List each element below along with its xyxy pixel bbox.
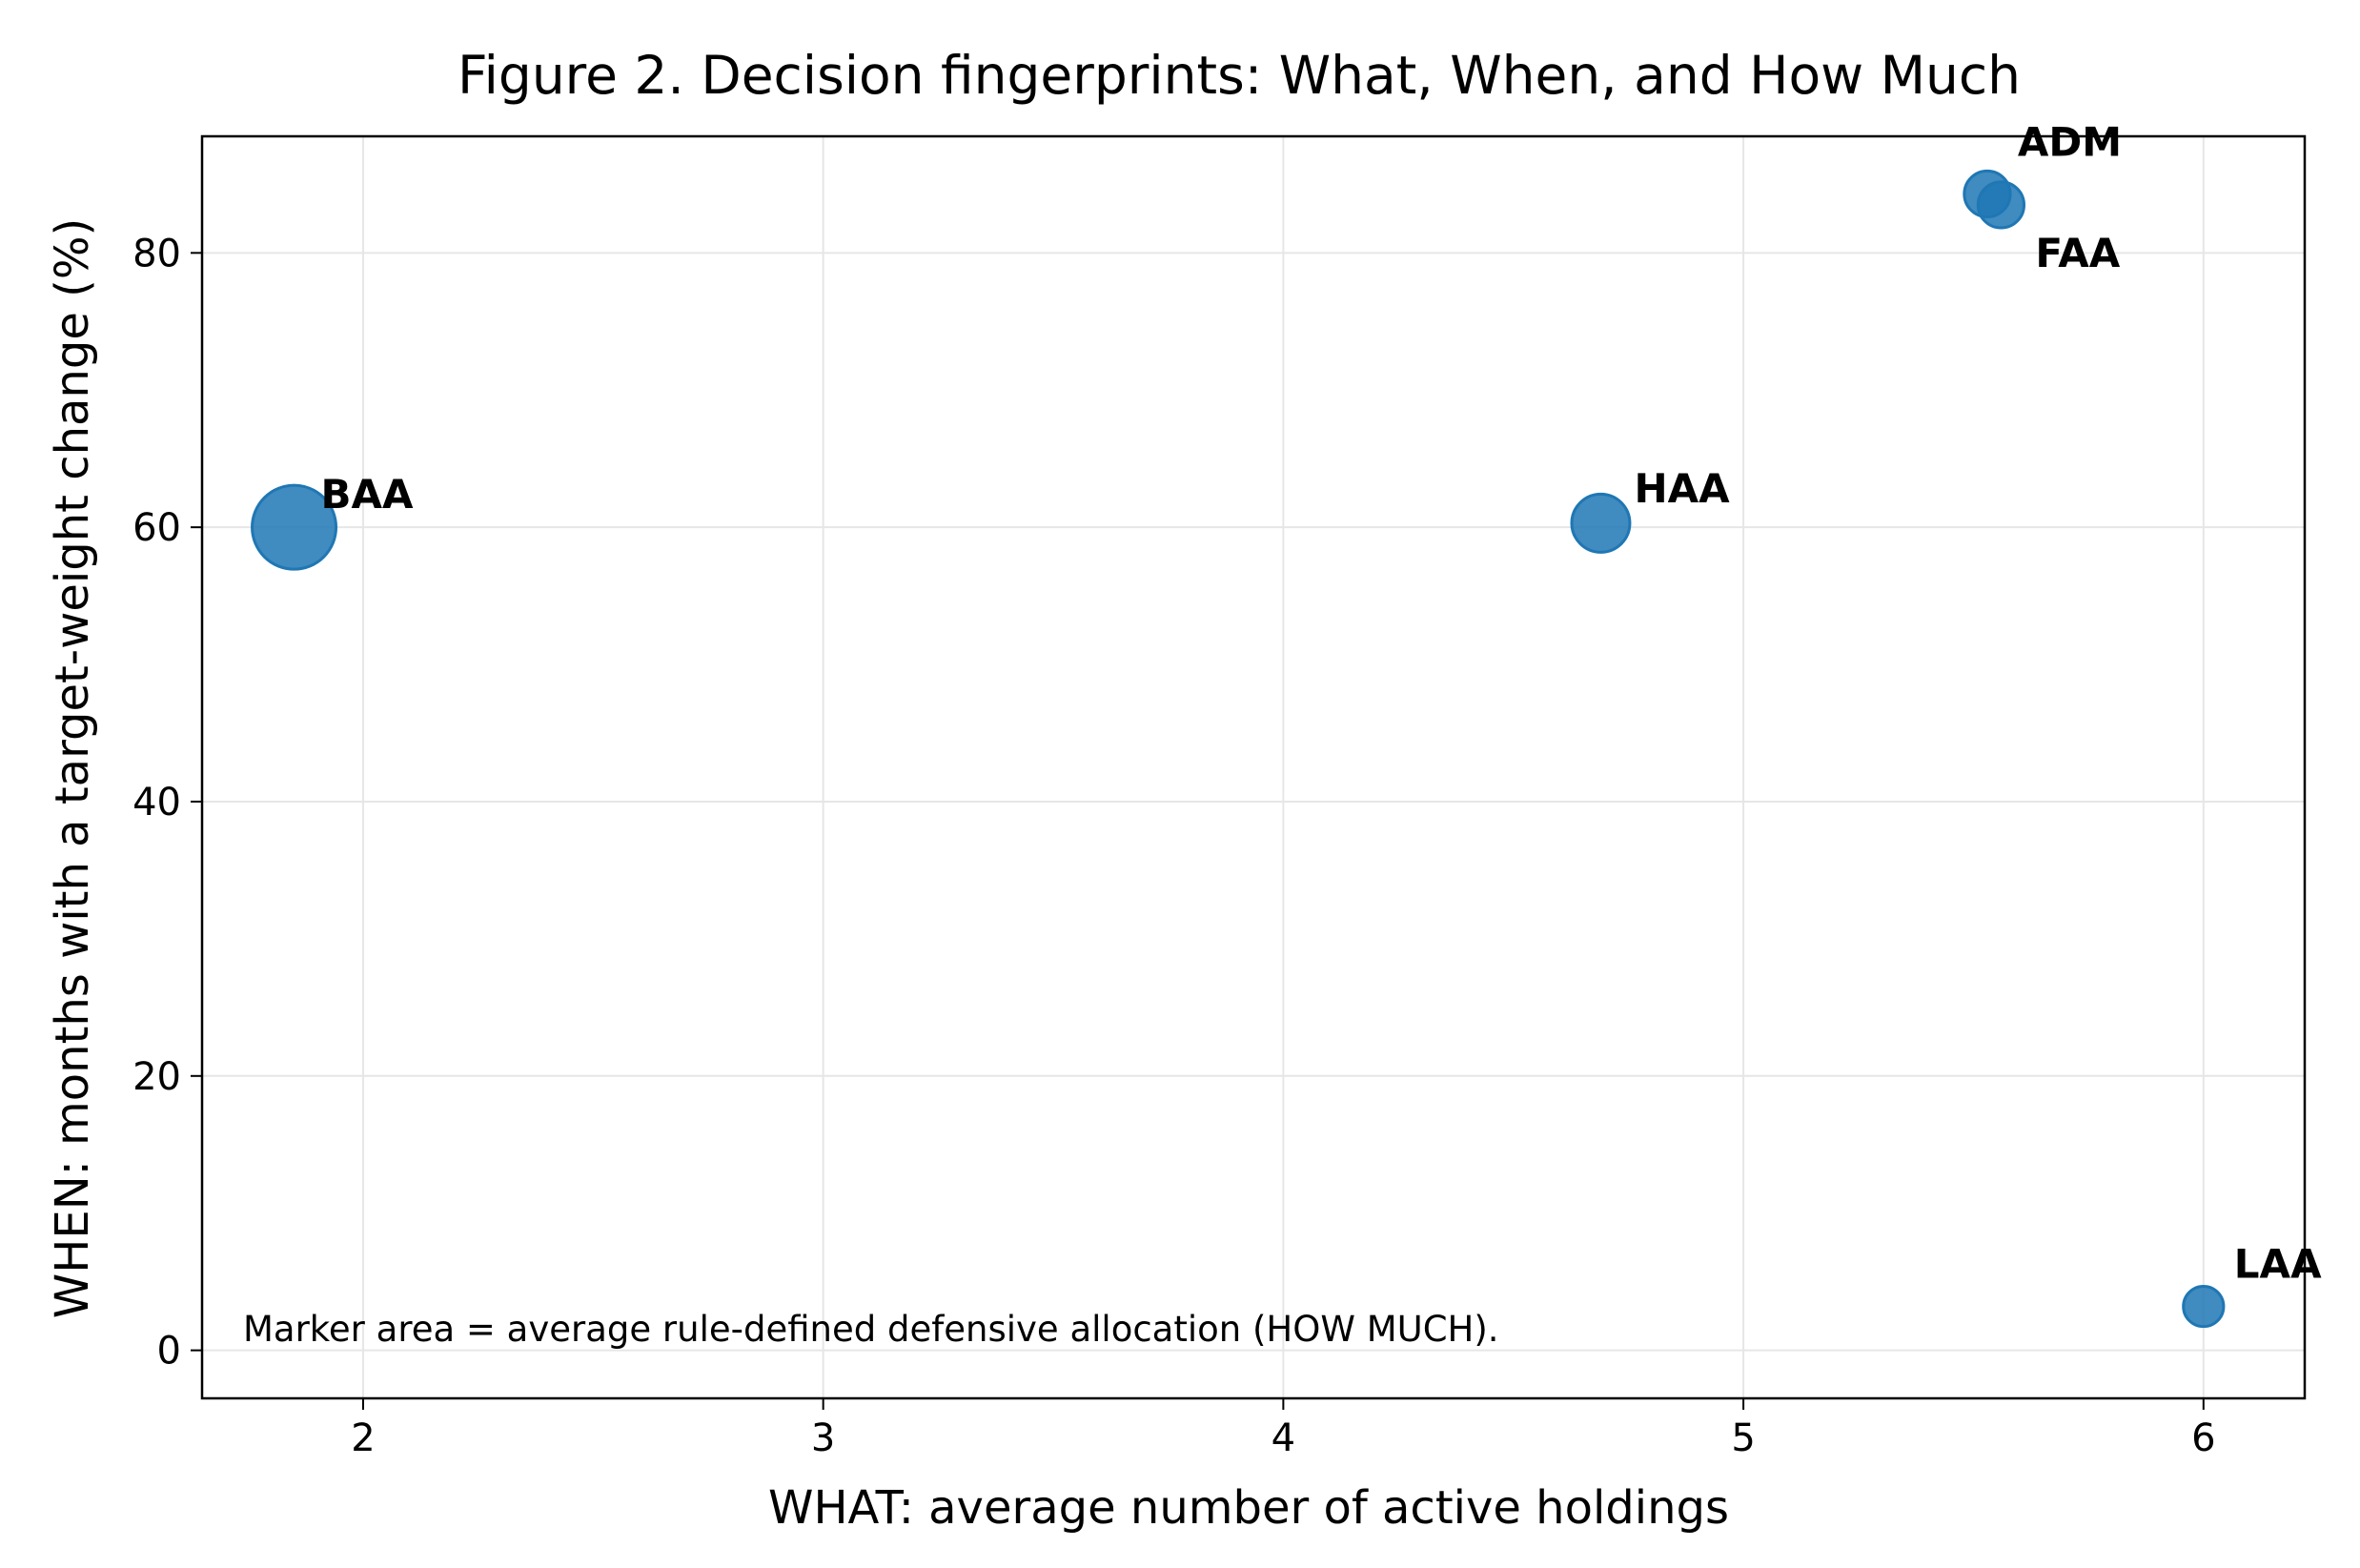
y-tick-label: 40 (132, 781, 181, 825)
labels-layer: BAA HAA ADM FAA LAA (321, 118, 2323, 1287)
x-axis-label: WHAT: average number of active holdings (768, 1481, 1729, 1535)
data-point-baa (251, 483, 338, 571)
point-label-faa: FAA (2035, 230, 2120, 276)
point-label-haa: HAA (1634, 465, 1730, 512)
point-label-adm: ADM (2018, 118, 2122, 165)
x-tick-label: 4 (1272, 1416, 1295, 1460)
plot-frame (200, 134, 2307, 1400)
x-tick-label: 6 (2191, 1416, 2215, 1460)
marker-size-note: Marker area = average rule-defined defen… (243, 1309, 1499, 1350)
y-tick-label: 80 (132, 232, 181, 275)
y-tick-label: 0 (157, 1330, 181, 1374)
points-layer (251, 169, 2226, 1329)
data-point-laa (2182, 1284, 2226, 1329)
point-label-laa: LAA (2234, 1241, 2322, 1288)
x-tick-label: 3 (811, 1416, 835, 1460)
chart-title: Figure 2. Decision fingerprints: What, W… (458, 45, 2021, 106)
data-point-faa (1976, 180, 2026, 230)
point-label-baa: BAA (321, 471, 415, 518)
y-tick-label: 20 (132, 1055, 181, 1099)
data-point-haa (1570, 492, 1632, 554)
y-axis-label: WHEN: months with a target-weight change… (46, 218, 99, 1318)
x-tick-label: 5 (1731, 1416, 1755, 1460)
grid-layer (202, 136, 2305, 1398)
x-tick-label: 2 (351, 1416, 375, 1460)
y-tick-label: 60 (132, 506, 181, 550)
